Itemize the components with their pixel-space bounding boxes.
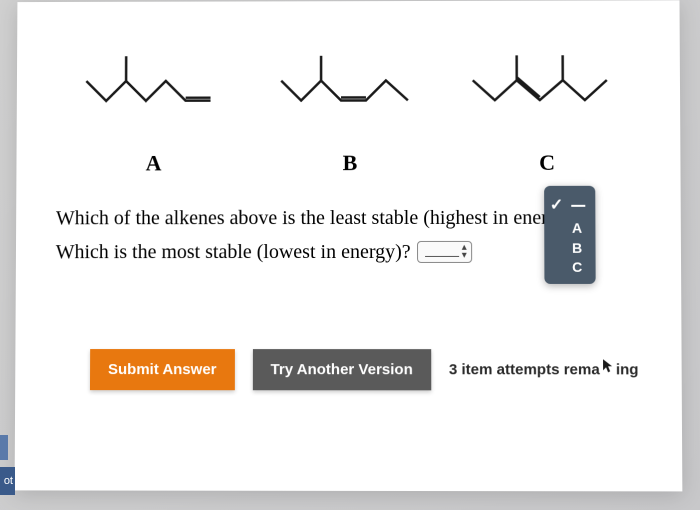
molecule-row bbox=[51, 20, 645, 150]
question-1-text: Which of the alkenes above is the least … bbox=[56, 201, 574, 235]
dropdown-option-c[interactable]: C bbox=[550, 258, 586, 278]
try-another-button[interactable]: Try Another Version bbox=[252, 349, 430, 390]
dropdown-option-a[interactable]: A bbox=[550, 219, 586, 239]
molecule-b bbox=[273, 46, 423, 131]
label-b: B bbox=[343, 150, 358, 176]
question-panel: A B C Which of the alkenes above is the … bbox=[15, 0, 683, 491]
molecule-labels: A B C bbox=[51, 150, 645, 177]
molecule-c bbox=[465, 45, 615, 130]
button-row: Submit Answer Try Another Version 3 item… bbox=[50, 349, 646, 390]
label-c: C bbox=[539, 150, 555, 176]
question-2-text: Which is the most stable (lowest in ener… bbox=[56, 235, 411, 269]
answer-dropdown-2[interactable]: ▴▾ bbox=[417, 241, 472, 263]
label-a: A bbox=[146, 150, 162, 176]
edge-decoration bbox=[0, 435, 8, 460]
question-block: Which of the alkenes above is the least … bbox=[51, 201, 646, 269]
answer-dropdown-1-open[interactable]: ✓ A B C bbox=[544, 186, 596, 284]
cursor-icon bbox=[602, 358, 614, 378]
check-icon: ✓ bbox=[550, 192, 564, 219]
dropdown-option-b[interactable]: B bbox=[550, 239, 586, 259]
submit-answer-button[interactable]: Submit Answer bbox=[90, 349, 235, 390]
edge-tab: ot bbox=[0, 467, 15, 495]
attempts-remaining: 3 item attempts rema ing bbox=[449, 360, 639, 380]
dropdown-selected-blank[interactable]: ✓ bbox=[550, 192, 586, 219]
molecule-a bbox=[81, 46, 230, 131]
